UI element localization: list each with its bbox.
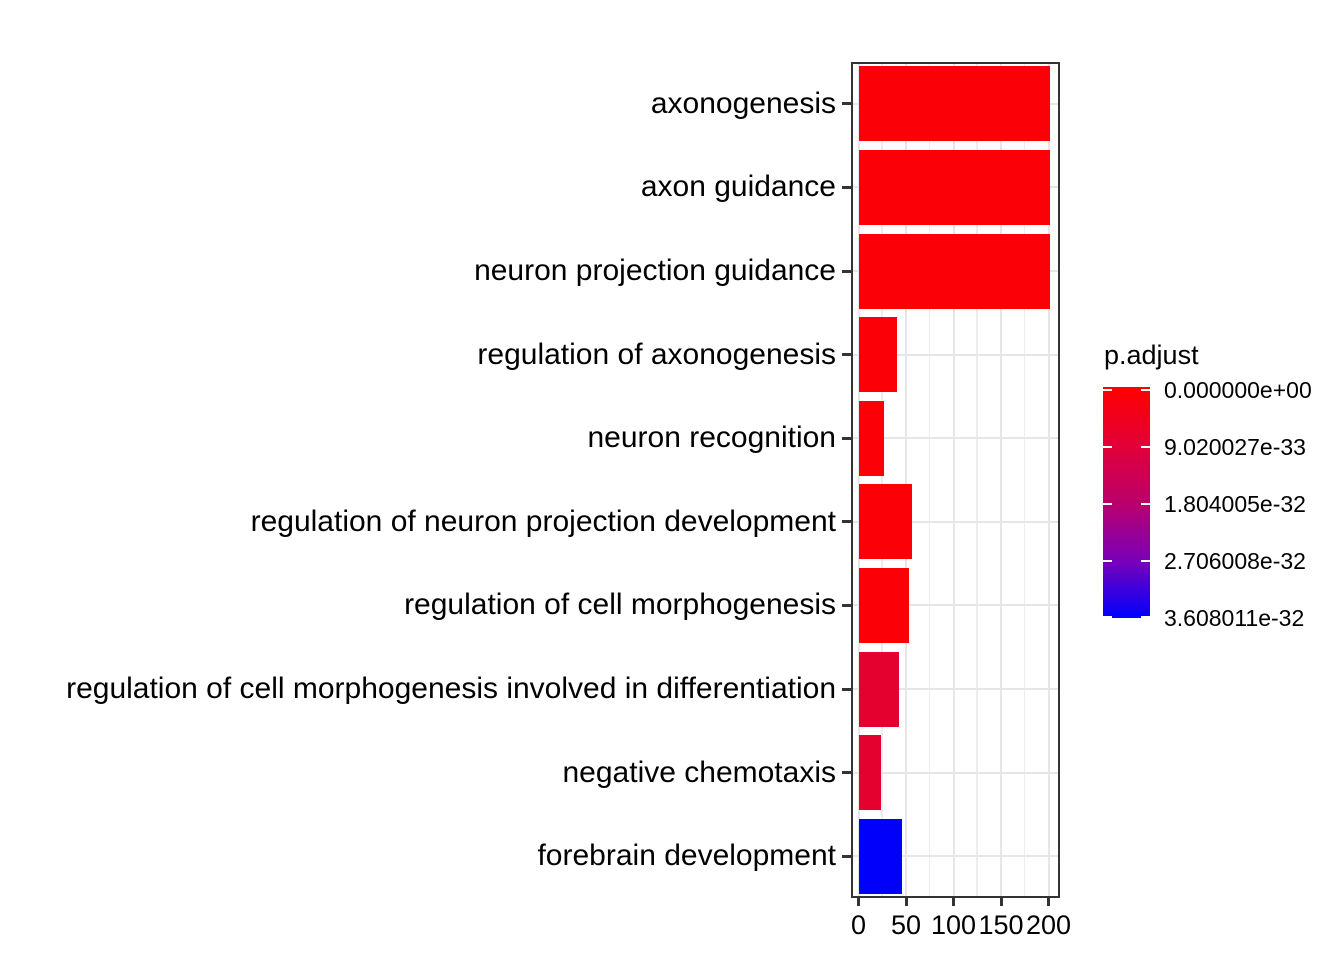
bar-regulation-of-cell-morphogenesis-involved-in-differentiation (858, 651, 900, 727)
x-axis-tick (857, 898, 860, 906)
x-axis-tick-label: 200 (1025, 910, 1072, 940)
y-axis-label: forebrain development (537, 839, 836, 873)
x-axis-tick-label: 100 (930, 910, 977, 940)
major-gridline (857, 62, 860, 898)
x-axis-tick-label: 150 (978, 910, 1024, 940)
x-axis-tick-label: 50 (890, 910, 922, 940)
legend-colorbar (1103, 387, 1150, 618)
x-axis-tick (952, 898, 955, 906)
major-gridline (952, 62, 955, 898)
y-axis-tick (842, 687, 851, 691)
legend-tick-label: 0.000000e+00 (1164, 377, 1312, 403)
y-axis-label: regulation of axonogenesis (477, 337, 836, 371)
y-axis-tick (842, 102, 851, 106)
major-gridline (905, 62, 907, 898)
major-gridline-horizontal (851, 437, 1060, 440)
major-gridline (1047, 62, 1050, 898)
colorbar-tick-mark (1141, 503, 1150, 505)
major-gridline-horizontal (851, 353, 1060, 356)
major-gridline-horizontal (851, 520, 1060, 523)
colorbar-tick-mark (1103, 503, 1112, 505)
y-axis-tick (842, 520, 851, 524)
bar-axon-guidance (858, 149, 1051, 225)
bar-negative-chemotaxis (858, 735, 882, 811)
y-axis-label: regulation of neuron projection developm… (250, 504, 836, 538)
legend-tick-label: 3.608011e-32 (1164, 605, 1305, 631)
minor-gridline (928, 62, 931, 898)
colorbar-tick-mark (1141, 389, 1150, 391)
minor-gridline (976, 62, 978, 898)
major-gridline-horizontal (851, 855, 1060, 858)
major-gridline-horizontal (851, 771, 1060, 774)
major-gridline-horizontal (851, 688, 1060, 690)
legend-tick-label: 1.804005e-32 (1164, 491, 1306, 517)
legend-title: p.adjust (1104, 340, 1199, 370)
legend-tick-label: 9.020027e-33 (1164, 434, 1306, 460)
y-axis-label: negative chemotaxis (562, 755, 837, 789)
colorbar-tick-mark (1103, 389, 1112, 391)
y-axis-tick (842, 269, 851, 273)
bar-neuron-projection-guidance (858, 233, 1051, 309)
plot-panel (851, 62, 1060, 898)
colorbar-tick-mark (1141, 446, 1150, 448)
y-axis-tick (842, 603, 851, 607)
y-axis-label: regulation of cell morphogenesis (404, 588, 836, 622)
minor-gridline (1023, 62, 1026, 898)
major-gridline-horizontal (851, 604, 1060, 607)
bar-forebrain-development (858, 818, 903, 894)
x-axis-tick-label: 0 (850, 910, 867, 940)
y-axis-tick (842, 771, 851, 775)
bar-regulation-of-neuron-projection-development (858, 484, 912, 560)
y-axis-tick (842, 185, 851, 189)
bar-regulation-of-cell-morphogenesis (858, 567, 909, 643)
y-axis-label: axon guidance (640, 170, 836, 204)
y-axis-tick (842, 353, 851, 357)
colorbar-tick-mark (1141, 560, 1150, 562)
bar-neuron-recognition (858, 400, 885, 476)
y-axis-tick (842, 854, 851, 858)
bar-axonogenesis (858, 66, 1051, 142)
y-axis-tick (842, 436, 851, 440)
bar-regulation-of-axonogenesis (858, 317, 898, 393)
x-axis-tick (1047, 898, 1050, 906)
x-axis-tick (999, 898, 1003, 906)
minor-gridline (881, 62, 883, 898)
y-axis-label: neuron projection guidance (474, 254, 836, 287)
y-axis-label: axonogenesis (650, 86, 836, 120)
colorbar-tick-mark (1103, 446, 1112, 448)
colorbar-tick-mark (1103, 616, 1112, 618)
x-axis-tick (904, 898, 908, 906)
colorbar-tick-mark (1103, 560, 1112, 562)
y-axis-label: regulation of cell morphogenesis involve… (66, 672, 836, 705)
colorbar-tick-mark (1141, 616, 1150, 618)
legend-tick-label: 2.706008e-32 (1164, 548, 1306, 574)
y-axis-label: neuron recognition (587, 421, 836, 455)
major-gridline (1000, 62, 1002, 898)
